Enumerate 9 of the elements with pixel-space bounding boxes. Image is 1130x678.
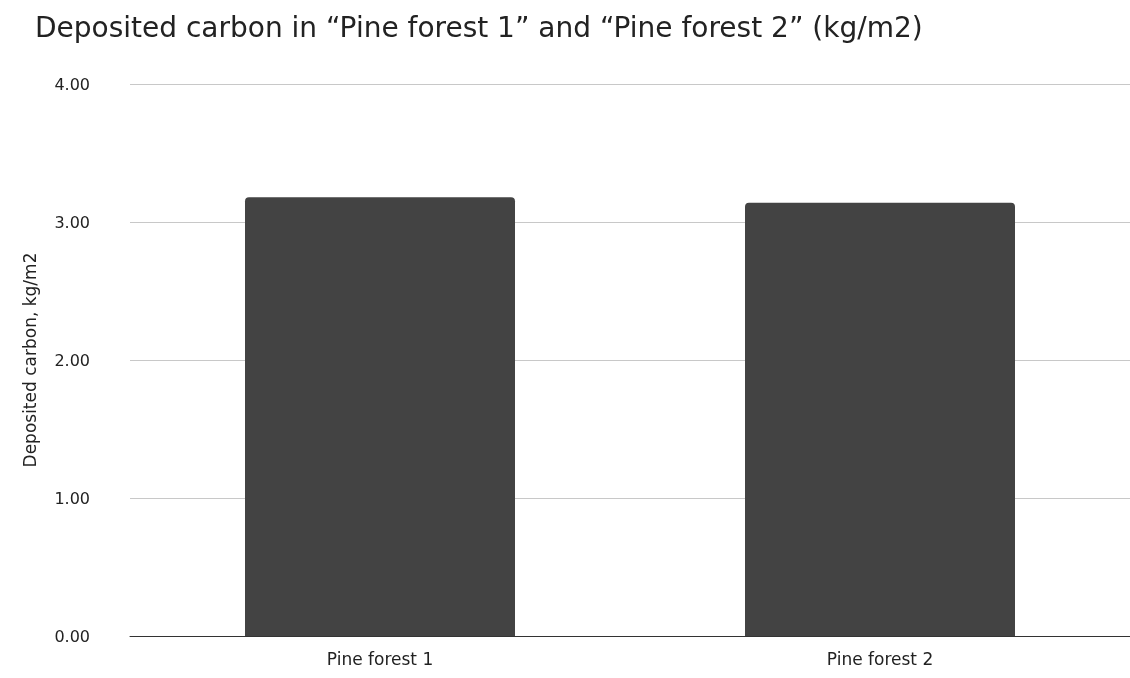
y-axis-title: Deposited carbon, kg/m2: [19, 252, 40, 468]
x-tick-label: Pine forest 1: [326, 648, 434, 669]
y-tick-label: 0.00: [54, 626, 90, 646]
y-tick-label: 1.00: [54, 488, 90, 508]
chart-title: Deposited carbon in “Pine forest 1” and “Pine forest 2” (kg/m2): [35, 10, 923, 44]
x-tick-label: Pine forest 2: [826, 648, 934, 669]
y-tick-label: 2.00: [54, 350, 90, 370]
y-tick-label: 3.00: [54, 212, 90, 232]
y-tick-label: 4.00: [54, 74, 90, 94]
